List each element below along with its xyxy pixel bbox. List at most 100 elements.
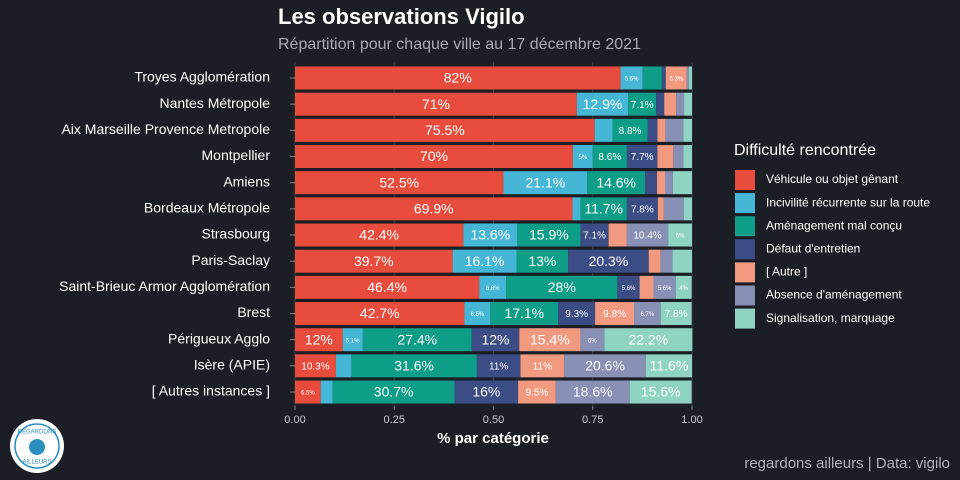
bar-segment <box>516 249 569 273</box>
bar-segment <box>592 145 627 169</box>
value-label: 8.6% <box>598 152 621 163</box>
y-tick-label: Nantes Métropole <box>159 95 270 111</box>
value-label: 9.8% <box>603 309 626 320</box>
logo-ring <box>14 423 60 469</box>
legend-swatch <box>735 239 755 260</box>
value-label: 5.6% <box>658 286 672 292</box>
bar-segment <box>452 249 517 273</box>
bar-segment <box>653 275 676 299</box>
value-label: 7.8% <box>631 204 654 215</box>
bar-segment <box>295 92 577 116</box>
value-label: 14.6% <box>596 174 636 190</box>
bar-segment <box>295 66 621 90</box>
bar-segment <box>295 197 573 221</box>
bar-segment <box>564 354 646 378</box>
bar-segment <box>295 145 573 169</box>
bar-segment <box>295 171 504 195</box>
value-label: 7.8% <box>665 309 688 320</box>
bar-segment <box>471 328 520 352</box>
bar-segment <box>520 354 565 378</box>
y-tick-label: Montpellier <box>202 147 271 163</box>
bar-segment <box>479 275 507 299</box>
bar-segment <box>634 302 661 326</box>
y-tick-label: Bordeaux Métropole <box>144 200 270 216</box>
y-tick-label: Périgueux Agglo <box>168 330 270 346</box>
value-label: 28% <box>548 279 576 295</box>
bar-segment <box>568 249 649 273</box>
bar-segment <box>686 66 689 90</box>
logo: REGARDONS AILLEURS <box>10 419 64 473</box>
bar-segment <box>342 328 363 352</box>
y-tick-label: Troyes Agglomération <box>134 69 270 85</box>
bar-segment <box>320 380 333 404</box>
value-label: 7.7% <box>631 152 654 163</box>
x-tick-label: 1.00 <box>681 414 702 426</box>
value-label: 5% <box>578 155 587 161</box>
value-label: 39.7% <box>354 253 394 269</box>
bar-segment <box>626 145 658 169</box>
value-label: 7.1% <box>583 231 606 242</box>
bar-segment <box>665 66 687 90</box>
chart-subtitle: Répartition pour chaque ville au 17 déce… <box>278 36 641 53</box>
logo-text: AILLEURS <box>22 460 51 466</box>
value-label: 15.6% <box>641 384 681 400</box>
y-tick-label: Saint-Brieuc Armor Agglomération <box>59 278 270 294</box>
legend-swatch <box>735 308 755 329</box>
value-label: 9.5% <box>526 388 549 399</box>
value-label: 22.2% <box>628 331 668 347</box>
bar-segment <box>580 328 605 352</box>
x-tick-label: 0.50 <box>483 414 504 426</box>
value-label: 11% <box>489 362 508 373</box>
bar-segment <box>518 380 556 404</box>
value-label: 20.3% <box>589 253 629 269</box>
bar-segment <box>454 380 519 404</box>
value-label: 71% <box>422 96 450 112</box>
logo-mark <box>29 439 45 455</box>
bar-segment <box>683 118 692 142</box>
value-label: 52.5% <box>379 174 419 190</box>
value-label: 6% <box>588 338 597 344</box>
bar-segment <box>572 145 593 169</box>
value-label: 16% <box>472 384 500 400</box>
value-label: 31.6% <box>394 358 434 374</box>
value-label: 6.5% <box>301 391 315 397</box>
value-label: 75.5% <box>425 122 465 138</box>
bar-segment <box>617 275 640 299</box>
value-label: 5.6% <box>625 77 639 83</box>
bar-segment <box>351 354 477 378</box>
x-tick-label: 0.25 <box>384 414 405 426</box>
value-label: 18.6% <box>573 384 613 400</box>
bar-segment <box>639 275 654 299</box>
value-label: 6.8% <box>486 286 500 292</box>
bar-segment <box>604 328 693 352</box>
bar-segment <box>295 118 595 142</box>
value-label: 16.1% <box>465 253 505 269</box>
bar-segment <box>506 275 618 299</box>
value-label: 70% <box>420 148 448 164</box>
x-tick-label: 0.75 <box>582 414 603 426</box>
legend-swatch <box>735 170 755 190</box>
value-label: 13.6% <box>470 227 510 243</box>
legend-label: Signalisation, marquage <box>766 311 895 325</box>
value-label: 15.4% <box>530 331 570 347</box>
legend-swatch <box>735 193 755 214</box>
y-tick-label: Isère (APIE) <box>194 357 270 373</box>
bar-segment <box>676 92 685 116</box>
bar-segment <box>572 197 581 221</box>
bar-segment <box>612 118 648 142</box>
bar-segment <box>668 223 692 247</box>
bar-segment <box>595 302 635 326</box>
bar-segment <box>580 197 627 221</box>
bar-segment <box>295 223 464 247</box>
bar-segment <box>657 145 674 169</box>
bar-segment <box>665 171 673 195</box>
bar-segment <box>657 118 666 142</box>
bar-segment <box>555 380 630 404</box>
bar-segment <box>629 380 692 404</box>
bar-segment <box>673 145 684 169</box>
bar-segment <box>580 223 609 247</box>
bar-segment <box>661 66 666 90</box>
legend-swatch <box>735 216 755 237</box>
bar-segment <box>295 302 465 326</box>
bar-segment <box>587 171 646 195</box>
